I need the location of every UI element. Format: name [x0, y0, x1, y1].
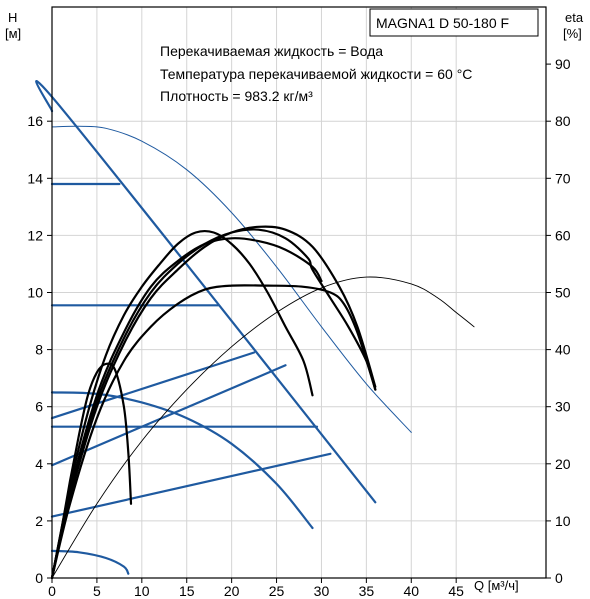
y-left-label-line1: H — [8, 10, 17, 25]
info-line-liquid: Перекачиваемая жидкость = Вода — [160, 43, 383, 59]
y-right-tick-label-5: 50 — [555, 285, 571, 301]
y-left-tick-label-3: 6 — [35, 399, 43, 415]
series-layer — [35, 80, 475, 580]
series-line-eta-13 — [50, 225, 377, 580]
y-left-tick-label-2: 4 — [35, 456, 43, 472]
y-right-label-line2: [%] — [563, 26, 582, 41]
model-label: MAGNA1 D 50-180 F — [376, 15, 509, 31]
y-right-tick-label-0: 0 — [555, 570, 563, 586]
x-tick-label-3: 15 — [179, 583, 195, 599]
axis-ticks: 0 5 10 15 20 25 30 35 40 45 0 2 4 6 8 10 12 14 16 0 10 20 30 40… — [27, 56, 570, 599]
y-right-tick-label-9: 90 — [555, 56, 571, 72]
y-left-tick-label-0: 0 — [35, 570, 43, 586]
x-tick-label-5: 25 — [269, 583, 285, 599]
y-right-tick-label-6: 60 — [555, 227, 571, 243]
series-line-head-8 — [50, 549, 130, 575]
y-left-tick-label-8: 16 — [27, 113, 43, 129]
series-line-eta-16 — [51, 276, 475, 579]
series-line-head-9 — [51, 125, 412, 433]
x-tick-label-8: 40 — [403, 583, 419, 599]
y-right-tick-label-7: 70 — [555, 170, 571, 186]
series-line-head-4 — [50, 351, 256, 420]
y-right-tick-label-3: 30 — [555, 399, 571, 415]
info-line-density: Плотность = 983.2 кг/м³ — [160, 88, 313, 104]
x-tick-label-9: 45 — [448, 583, 464, 599]
x-tick-label-2: 10 — [134, 583, 150, 599]
y-left-tick-label-7: 14 — [27, 170, 43, 186]
series-line-eta-15 — [50, 228, 377, 580]
y-left-tick-label-6: 12 — [27, 227, 43, 243]
y-right-tick-label-4: 40 — [555, 342, 571, 358]
series-line-eta-14 — [50, 284, 377, 580]
y-left-tick-label-1: 2 — [35, 513, 43, 529]
x-tick-label-0: 0 — [48, 583, 56, 599]
info-line-temperature: Температура перекачиваемой жидкости = 60… — [160, 66, 472, 82]
series-line-head-6 — [50, 452, 332, 518]
y-right-tick-label-1: 10 — [555, 513, 571, 529]
series-line-head-0 — [35, 80, 377, 504]
y-left-tick-label-5: 10 — [27, 285, 43, 301]
model-label-box: MAGNA1 D 50-180 F — [369, 8, 539, 37]
x-axis-label: Q [м³/ч] — [474, 578, 519, 593]
y-right-label-line1: eta — [565, 10, 584, 25]
y-left-tick-label-4: 8 — [35, 342, 43, 358]
x-tick-label-6: 30 — [314, 583, 330, 599]
series-line-eta-11 — [50, 229, 314, 580]
series-line-head-5 — [50, 364, 287, 467]
y-left-label-line2: [м] — [5, 26, 21, 41]
x-tick-label-1: 5 — [93, 583, 101, 599]
y-right-tick-label-2: 20 — [555, 456, 571, 472]
x-tick-label-7: 35 — [359, 583, 375, 599]
x-tick-label-4: 20 — [224, 583, 240, 599]
y-right-tick-label-8: 80 — [555, 113, 571, 129]
